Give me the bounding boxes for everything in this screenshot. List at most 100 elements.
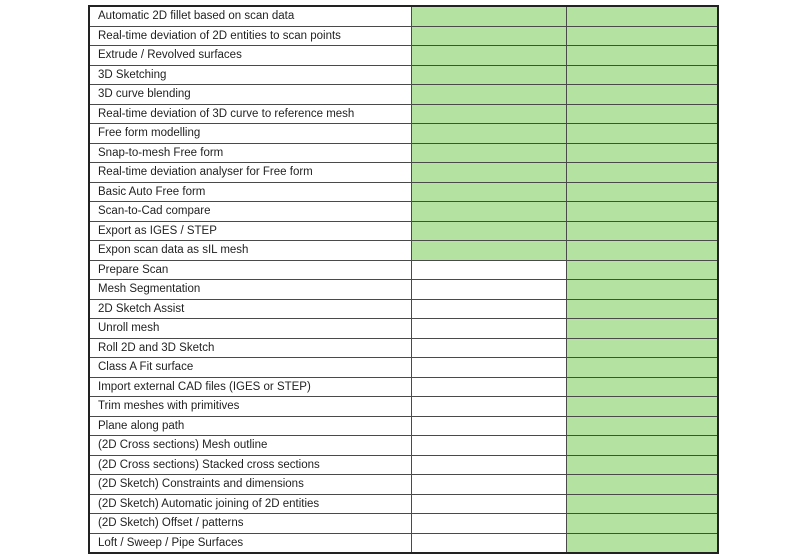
feature-label: 3D curve blending	[88, 84, 412, 105]
table-row: (2D Sketch) Offset / patterns	[88, 513, 719, 534]
table-row: Import external CAD files (IGES or STEP)	[88, 376, 719, 397]
status-cell-col3	[565, 396, 719, 417]
status-cell-col2	[410, 45, 567, 66]
status-cell-col3	[565, 298, 719, 319]
status-cell-col3	[565, 64, 719, 85]
status-cell-col3	[565, 5, 719, 27]
status-cell-col3	[565, 220, 719, 241]
feature-matrix-table: Automatic 2D fillet based on scan data Re…	[88, 5, 719, 554]
feature-label: Class A Fit surface	[88, 357, 412, 378]
status-cell-col3	[565, 103, 719, 124]
table-row: Expon scan data as sIL mesh	[88, 240, 719, 261]
feature-label: Basic Auto Free form	[88, 181, 412, 202]
table-row: Loft / Sweep / Pipe Surfaces	[88, 532, 719, 554]
status-cell-col3	[565, 162, 719, 183]
feature-label: (2D Sketch) Automatic joining of 2D enti…	[88, 493, 412, 514]
table-row: Automatic 2D fillet based on scan data	[88, 5, 719, 27]
status-cell-col2	[410, 532, 567, 554]
feature-label: (2D Cross sections) Mesh outline	[88, 435, 412, 456]
status-cell-col3	[565, 415, 719, 436]
table-row: (2D Cross sections) Mesh outline	[88, 435, 719, 456]
feature-label: Import external CAD files (IGES or STEP)	[88, 376, 412, 397]
status-cell-col3	[565, 259, 719, 280]
status-cell-col2	[410, 5, 567, 27]
table-row: Free form modelling	[88, 123, 719, 144]
status-cell-col3	[565, 357, 719, 378]
feature-label: Real-time deviation of 2D entities to sc…	[88, 25, 412, 46]
status-cell-col3	[565, 123, 719, 144]
table-row: Class A Fit surface	[88, 357, 719, 378]
status-cell-col2	[410, 220, 567, 241]
status-cell-col2	[410, 64, 567, 85]
feature-label: Prepare Scan	[88, 259, 412, 280]
status-cell-col3	[565, 454, 719, 475]
status-cell-col2	[410, 396, 567, 417]
table-row: 2D Sketch Assist	[88, 298, 719, 319]
table-row: Snap-to-mesh Free form	[88, 142, 719, 163]
status-cell-col2	[410, 337, 567, 358]
status-cell-col2	[410, 513, 567, 534]
status-cell-col2	[410, 454, 567, 475]
table-row: Export as IGES / STEP	[88, 220, 719, 241]
feature-matrix-container: Automatic 2D fillet based on scan data Re…	[88, 5, 719, 554]
feature-label: Loft / Sweep / Pipe Surfaces	[88, 532, 412, 554]
status-cell-col2	[410, 357, 567, 378]
table-row: Unroll mesh	[88, 318, 719, 339]
feature-label: Roll 2D and 3D Sketch	[88, 337, 412, 358]
table-row: Roll 2D and 3D Sketch	[88, 337, 719, 358]
feature-matrix-body: Automatic 2D fillet based on scan data Re…	[88, 5, 719, 554]
feature-label: Expon scan data as sIL mesh	[88, 240, 412, 261]
feature-label: Extrude / Revolved surfaces	[88, 45, 412, 66]
feature-label: Snap-to-mesh Free form	[88, 142, 412, 163]
feature-label: Trim meshes with primitives	[88, 396, 412, 417]
status-cell-col3	[565, 318, 719, 339]
feature-label: (2D Sketch) Offset / patterns	[88, 513, 412, 534]
status-cell-col2	[410, 142, 567, 163]
table-row: (2D Cross sections) Stacked cross sectio…	[88, 454, 719, 475]
feature-label: Real-time deviation analyser for Free fo…	[88, 162, 412, 183]
feature-label: (2D Cross sections) Stacked cross sectio…	[88, 454, 412, 475]
status-cell-col3	[565, 513, 719, 534]
status-cell-col2	[410, 103, 567, 124]
status-cell-col3	[565, 84, 719, 105]
feature-label: Mesh Segmentation	[88, 279, 412, 300]
feature-label: Export as IGES / STEP	[88, 220, 412, 241]
status-cell-col3	[565, 142, 719, 163]
status-cell-col3	[565, 181, 719, 202]
feature-label: Real-time deviation of 3D curve to refer…	[88, 103, 412, 124]
status-cell-col2	[410, 474, 567, 495]
status-cell-col2	[410, 162, 567, 183]
table-row: Trim meshes with primitives	[88, 396, 719, 417]
feature-label: Scan-to-Cad compare	[88, 201, 412, 222]
status-cell-col2	[410, 318, 567, 339]
status-cell-col2	[410, 493, 567, 514]
status-cell-col3	[565, 376, 719, 397]
status-cell-col2	[410, 259, 567, 280]
status-cell-col3	[565, 435, 719, 456]
status-cell-col2	[410, 123, 567, 144]
status-cell-col2	[410, 84, 567, 105]
feature-label: Free form modelling	[88, 123, 412, 144]
status-cell-col2	[410, 181, 567, 202]
table-row: Basic Auto Free form	[88, 181, 719, 202]
status-cell-col3	[565, 25, 719, 46]
status-cell-col2	[410, 435, 567, 456]
status-cell-col2	[410, 279, 567, 300]
status-cell-col3	[565, 474, 719, 495]
table-row: (2D Sketch) Constraints and dimensions	[88, 474, 719, 495]
status-cell-col2	[410, 415, 567, 436]
status-cell-col3	[565, 337, 719, 358]
status-cell-col3	[565, 240, 719, 261]
table-row: (2D Sketch) Automatic joining of 2D enti…	[88, 493, 719, 514]
feature-label: 2D Sketch Assist	[88, 298, 412, 319]
table-row: Prepare Scan	[88, 259, 719, 280]
feature-label: 3D Sketching	[88, 64, 412, 85]
table-row: Real-time deviation of 2D entities to sc…	[88, 25, 719, 46]
status-cell-col2	[410, 201, 567, 222]
table-row: Real-time deviation analyser for Free fo…	[88, 162, 719, 183]
table-row: Extrude / Revolved surfaces	[88, 45, 719, 66]
status-cell-col3	[565, 201, 719, 222]
table-row: Plane along path	[88, 415, 719, 436]
feature-label: Plane along path	[88, 415, 412, 436]
status-cell-col3	[565, 532, 719, 554]
